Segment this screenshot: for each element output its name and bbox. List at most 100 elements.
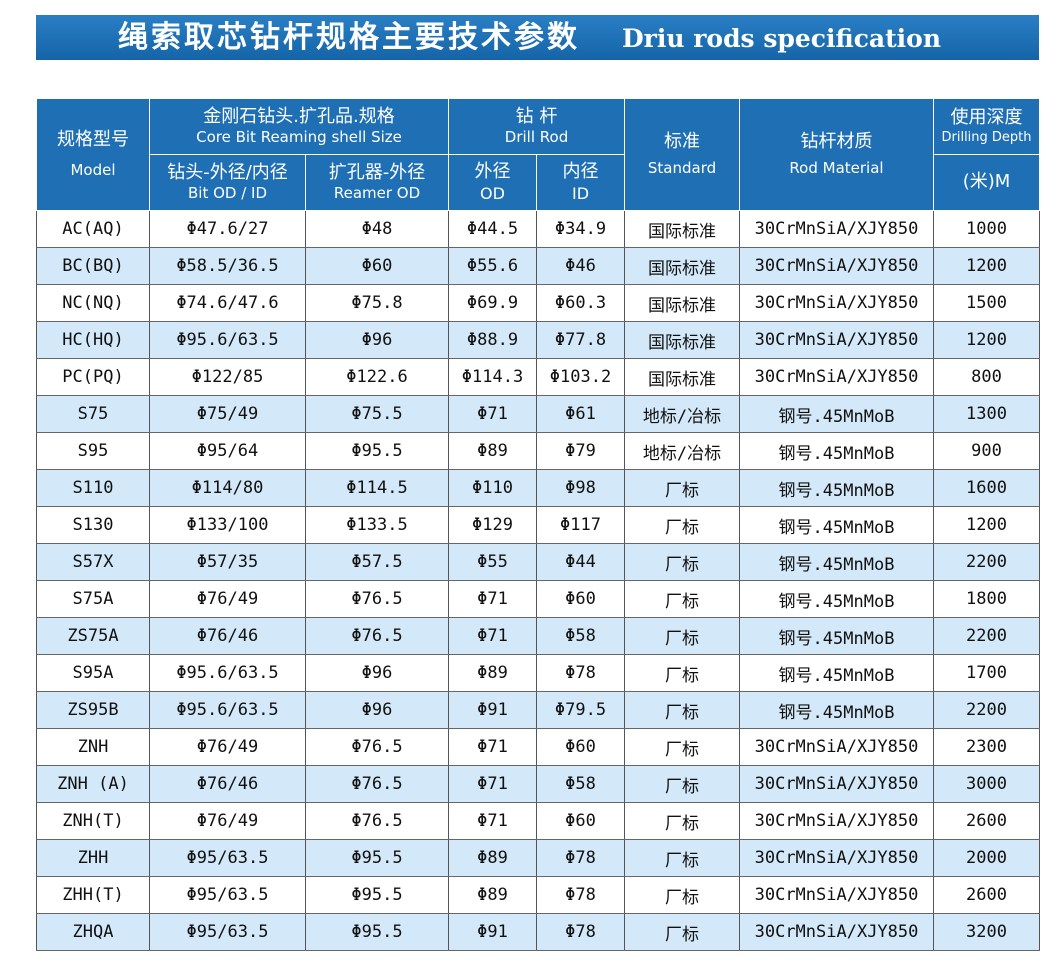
cell-depth: 1700 bbox=[933, 654, 1040, 692]
cell-rod-id: Φ117 bbox=[536, 506, 625, 544]
cell-depth: 1200 bbox=[933, 321, 1040, 359]
cell-reamer-od: Φ95.5 bbox=[305, 839, 449, 877]
cell-bit-od-id: Φ133/100 bbox=[149, 506, 306, 544]
cell-rod-od: Φ89 bbox=[448, 432, 537, 470]
cell-bit-od-id: Φ95.6/63.5 bbox=[149, 321, 306, 359]
cell-rod-od: Φ89 bbox=[448, 654, 537, 692]
cell-rod-od: Φ89 bbox=[448, 839, 537, 877]
cell-depth: 2300 bbox=[933, 728, 1040, 766]
cell-model: BC(BQ) bbox=[36, 247, 150, 285]
cell-rod-od: Φ71 bbox=[448, 580, 537, 618]
cell-rod-od: Φ71 bbox=[448, 765, 537, 803]
cell-rod-id: Φ78 bbox=[536, 839, 625, 877]
header-rod-group-en: Drill Rod bbox=[504, 128, 569, 147]
cell-reamer-od: Φ76.5 bbox=[305, 617, 449, 655]
header-depth-cn: 使用深度 bbox=[950, 107, 1023, 129]
cell-bit-od-id: Φ95/63.5 bbox=[149, 913, 306, 951]
cell-reamer-od: Φ95.5 bbox=[305, 876, 449, 914]
cell-material: 30CrMnSiA/XJY850 bbox=[739, 358, 934, 396]
header-model-cn: 规格型号 bbox=[57, 128, 129, 150]
cell-standard: 地标/冶标 bbox=[624, 432, 740, 470]
header-bit-group-en: Core Bit Reaming shell Size bbox=[196, 128, 402, 147]
cell-standard: 厂标 bbox=[624, 691, 740, 729]
cell-material: 30CrMnSiA/XJY850 bbox=[739, 876, 934, 914]
cell-bit-od-id: Φ95.6/63.5 bbox=[149, 654, 306, 692]
title-banner: 绳索取芯钻杆规格主要技术参数 Driu rods specification bbox=[36, 15, 1039, 60]
cell-depth: 3200 bbox=[933, 913, 1040, 951]
cell-model: ZHH bbox=[36, 839, 150, 877]
cell-model: S110 bbox=[36, 469, 150, 507]
cell-bit-od-id: Φ74.6/47.6 bbox=[149, 284, 306, 322]
cell-material: 30CrMnSiA/XJY850 bbox=[739, 765, 934, 803]
cell-standard: 国际标准 bbox=[624, 358, 740, 396]
header-rod-id: 内径 ID bbox=[536, 154, 625, 211]
cell-bit-od-id: Φ114/80 bbox=[149, 469, 306, 507]
table-row: ZHH Φ95/63.5 Φ95.5 Φ89 Φ78 厂标 30CrMnSiA/XJY850… bbox=[36, 839, 1040, 877]
cell-model: PC(PQ) bbox=[36, 358, 150, 396]
cell-standard: 国际标准 bbox=[624, 247, 740, 285]
cell-depth: 2600 bbox=[933, 802, 1040, 840]
cell-material: 钢号.45MnMoB bbox=[739, 654, 934, 692]
cell-depth: 2200 bbox=[933, 691, 1040, 729]
cell-reamer-od: Φ75.5 bbox=[305, 395, 449, 433]
cell-standard: 厂标 bbox=[624, 654, 740, 692]
cell-rod-id: Φ61 bbox=[536, 395, 625, 433]
table-row: ZNH (A) Φ76/46 Φ76.5 Φ71 Φ58 厂标 30CrMnSiA/XJY8… bbox=[36, 765, 1040, 803]
cell-bit-od-id: Φ47.6/27 bbox=[149, 210, 306, 248]
cell-rod-od: Φ44.5 bbox=[448, 210, 537, 248]
cell-model: S75A bbox=[36, 580, 150, 618]
table-row: S95 Φ95/64 Φ95.5 Φ89 Φ79 地标/冶标 钢号.45MnMoB 900 bbox=[36, 432, 1040, 470]
cell-model: AC(AQ) bbox=[36, 210, 150, 248]
header-bit-od: 钻头-外径/内径 Bit OD / ID bbox=[149, 154, 306, 211]
cell-rod-id: Φ44 bbox=[536, 543, 625, 581]
header-material-cn: 钻杆材质 bbox=[800, 130, 873, 152]
cell-bit-od-id: Φ76/49 bbox=[149, 802, 306, 840]
cell-standard: 国际标准 bbox=[624, 210, 740, 248]
cell-rod-od: Φ110 bbox=[448, 469, 537, 507]
header-material-en: Rod Material bbox=[789, 159, 884, 178]
header-rod-id-cn: 内径 bbox=[562, 161, 599, 183]
cell-model: S95 bbox=[36, 432, 150, 470]
header-bit-group-cn: 金刚石钻头.扩孔品.规格 bbox=[203, 105, 395, 127]
cell-rod-od: Φ71 bbox=[448, 728, 537, 766]
cell-rod-od: Φ91 bbox=[448, 691, 537, 729]
header-material: 钻杆材质 Rod Material bbox=[739, 98, 934, 211]
header-depth-unit: (米)M bbox=[933, 154, 1040, 211]
header-bit-od-en: Bit OD / ID bbox=[187, 184, 268, 203]
cell-material: 30CrMnSiA/XJY850 bbox=[739, 247, 934, 285]
cell-material: 钢号.45MnMoB bbox=[739, 432, 934, 470]
cell-rod-id: Φ46 bbox=[536, 247, 625, 285]
cell-depth: 2000 bbox=[933, 839, 1040, 877]
cell-rod-id: Φ60 bbox=[536, 802, 625, 840]
cell-rod-id: Φ79 bbox=[536, 432, 625, 470]
cell-rod-od: Φ114.3 bbox=[448, 358, 537, 396]
header-model-en: Model bbox=[70, 161, 116, 180]
cell-reamer-od: Φ96 bbox=[305, 691, 449, 729]
cell-rod-id: Φ60 bbox=[536, 728, 625, 766]
cell-reamer-od: Φ76.5 bbox=[305, 580, 449, 618]
cell-standard: 厂标 bbox=[624, 839, 740, 877]
header-reamer-od: 扩孔器-外径 Reamer OD bbox=[305, 154, 449, 211]
cell-depth: 1000 bbox=[933, 210, 1040, 248]
header-rod-id-en: ID bbox=[571, 183, 590, 203]
table-row: S75 Φ75/49 Φ75.5 Φ71 Φ61 地标/冶标 钢号.45MnMoB 1300 bbox=[36, 395, 1040, 433]
cell-rod-id: Φ79.5 bbox=[536, 691, 625, 729]
table-row: S95A Φ95.6/63.5 Φ96 Φ89 Φ78 厂标 钢号.45MnMoB 1700 bbox=[36, 654, 1040, 692]
header-rod-group: 钻 杆 Drill Rod bbox=[448, 98, 625, 155]
header-rod-od-en: OD bbox=[480, 183, 505, 203]
cell-material: 30CrMnSiA/XJY850 bbox=[739, 802, 934, 840]
cell-reamer-od: Φ57.5 bbox=[305, 543, 449, 581]
cell-depth: 900 bbox=[933, 432, 1040, 470]
cell-material: 30CrMnSiA/XJY850 bbox=[739, 913, 934, 951]
cell-reamer-od: Φ60 bbox=[305, 247, 449, 285]
cell-depth: 1200 bbox=[933, 506, 1040, 544]
cell-standard: 厂标 bbox=[624, 506, 740, 544]
cell-bit-od-id: Φ75/49 bbox=[149, 395, 306, 433]
cell-material: 30CrMnSiA/XJY850 bbox=[739, 321, 934, 359]
table-row: AC(AQ) Φ47.6/27 Φ48 Φ44.5 Φ34.9 国际标准 30CrMnSiA… bbox=[36, 210, 1040, 248]
table-row: ZS75A Φ76/46 Φ76.5 Φ71 Φ58 厂标 钢号.45MnMoB 2200 bbox=[36, 617, 1040, 655]
cell-reamer-od: Φ122.6 bbox=[305, 358, 449, 396]
cell-model: ZS95B bbox=[36, 691, 150, 729]
cell-bit-od-id: Φ95/64 bbox=[149, 432, 306, 470]
cell-rod-od: Φ89 bbox=[448, 876, 537, 914]
